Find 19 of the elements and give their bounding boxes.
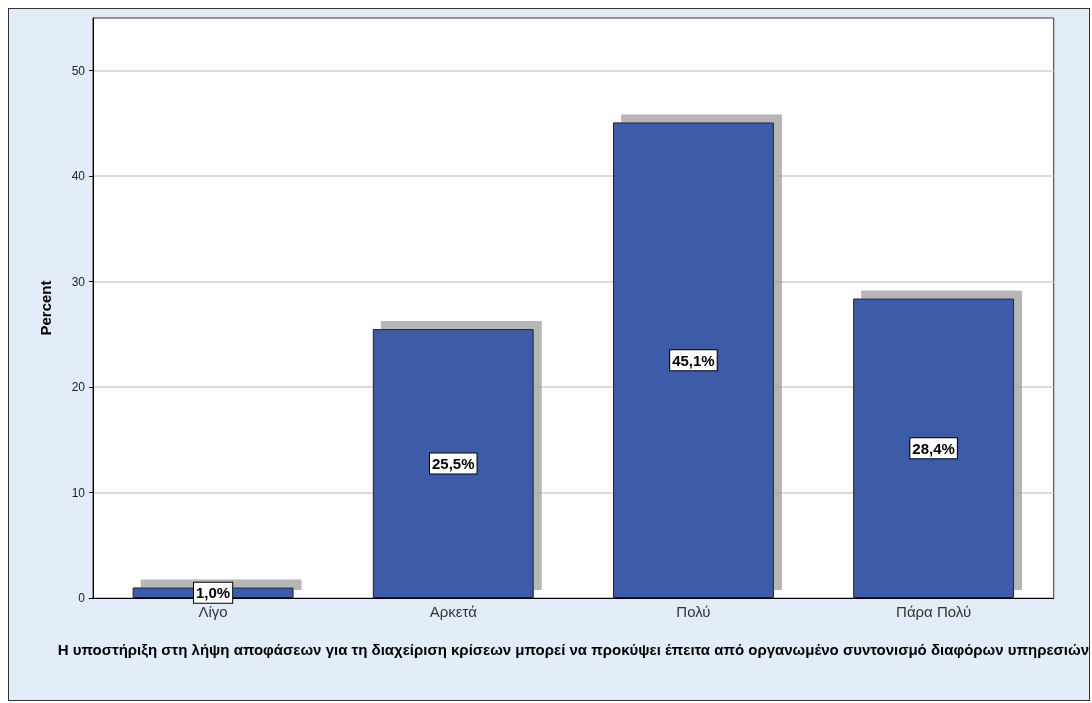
y-tick-label: 0: [78, 591, 86, 605]
bar: [853, 298, 1015, 598]
y-tick-label: 50: [71, 63, 86, 78]
x-tick-label: Λίγο: [198, 603, 228, 620]
x-tick-label: Πολύ: [676, 603, 711, 620]
x-tick-label: Αρκετά: [429, 603, 478, 620]
data-label: 1,0%: [195, 584, 231, 602]
x-axis-title: Η υποστήριξη στη λήψη αποφάσεων για τη διαχείριση κρίσεων μπορεί να προκύψει έπειτα από οργανωμένο συντονισμό διαφόρων υπηρεσιών: [57, 640, 1089, 658]
y-tick-label: 20: [71, 380, 86, 395]
y-axis-title: Percent: [37, 280, 54, 336]
y-tick-label: 10: [71, 485, 86, 500]
data-label: 28,4%: [912, 439, 955, 457]
bar: [612, 122, 774, 598]
y-tick-label: 30: [71, 274, 86, 289]
y-tick-label: 40: [71, 169, 86, 184]
bar: [372, 329, 534, 598]
data-label: 45,1%: [672, 351, 715, 369]
data-label: 25,5%: [431, 455, 475, 473]
x-tick-label: Πάρα Πολύ: [896, 603, 972, 620]
